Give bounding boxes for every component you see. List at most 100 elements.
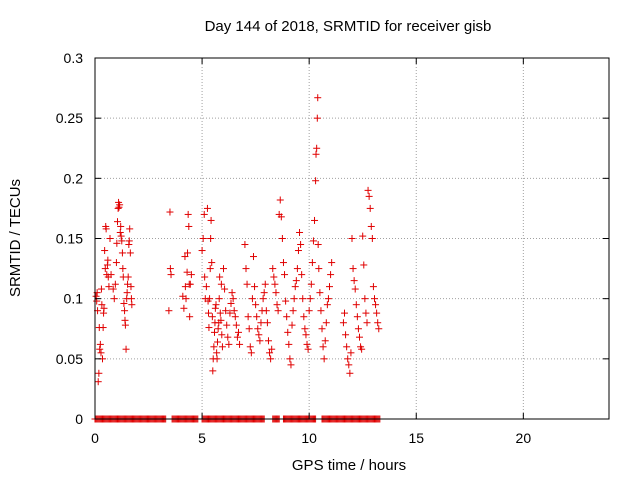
data-point — [354, 325, 362, 333]
data-point — [351, 285, 359, 293]
data-point — [324, 295, 332, 303]
data-point — [96, 340, 104, 348]
data-point — [95, 369, 103, 377]
data-point — [206, 265, 214, 273]
data-point — [203, 204, 211, 212]
data-point — [326, 283, 334, 291]
data-point — [317, 307, 325, 315]
data-point — [302, 331, 310, 339]
data-point — [118, 237, 126, 245]
data-point — [216, 273, 224, 281]
data-point — [243, 280, 251, 288]
data-point — [120, 299, 128, 307]
data-point — [211, 328, 219, 336]
data-points — [91, 94, 384, 423]
data-point — [252, 301, 260, 309]
data-point — [257, 319, 265, 327]
data-point — [271, 280, 279, 288]
data-point — [216, 309, 224, 317]
data-point — [121, 321, 129, 329]
data-point — [127, 295, 135, 303]
data-point — [277, 213, 285, 221]
data-point — [344, 355, 352, 363]
data-point — [166, 265, 174, 273]
data-point — [266, 349, 274, 357]
data-point — [222, 307, 230, 315]
data-point — [273, 301, 281, 309]
data-point — [117, 222, 125, 230]
data-point — [282, 297, 290, 305]
data-point — [101, 265, 109, 273]
data-point — [345, 361, 353, 369]
data-point — [319, 343, 327, 351]
data-point — [301, 325, 309, 333]
data-point — [260, 289, 268, 297]
data-point — [313, 144, 321, 152]
data-point — [358, 345, 366, 353]
data-point — [98, 301, 106, 309]
data-point — [359, 232, 367, 240]
data-point — [270, 273, 278, 281]
data-point — [297, 241, 305, 249]
data-point — [116, 201, 124, 209]
data-point — [107, 271, 115, 279]
data-point — [101, 247, 109, 255]
data-point — [259, 295, 267, 303]
data-point — [116, 228, 124, 236]
data-point — [321, 337, 329, 345]
data-point — [121, 307, 129, 315]
data-point — [375, 325, 383, 333]
data-point — [208, 313, 216, 321]
data-point — [126, 249, 134, 257]
data-point — [202, 283, 210, 291]
data-point — [291, 283, 299, 291]
y-tick-label: 0.15 — [56, 231, 83, 247]
data-point — [198, 247, 206, 255]
data-point — [303, 340, 311, 348]
data-point — [288, 321, 296, 329]
data-point — [346, 369, 354, 377]
data-point — [111, 280, 119, 288]
data-point — [220, 265, 227, 273]
data-point — [323, 301, 331, 309]
data-point — [251, 283, 259, 291]
y-axis-title: SRMTID / TECUs — [7, 179, 24, 297]
data-point — [373, 309, 381, 317]
data-point — [236, 340, 244, 348]
data-point — [112, 259, 120, 267]
data-point — [117, 232, 125, 240]
data-point — [230, 307, 238, 315]
data-point — [313, 114, 321, 122]
data-point — [254, 325, 262, 333]
data-point — [245, 325, 253, 333]
data-point — [312, 150, 320, 158]
data-point — [97, 349, 105, 357]
data-point — [256, 337, 264, 345]
data-point — [241, 241, 249, 249]
data-point — [361, 295, 369, 303]
data-point — [249, 253, 257, 261]
data-point — [122, 345, 130, 353]
y-tick-label: 0.1 — [64, 291, 84, 307]
data-point — [187, 271, 195, 279]
data-point — [113, 239, 121, 247]
data-point — [105, 283, 113, 291]
data-point — [316, 289, 324, 297]
data-point — [217, 316, 225, 324]
data-point — [226, 309, 234, 317]
data-point — [268, 345, 276, 353]
data-point — [186, 313, 194, 321]
data-point — [262, 307, 270, 315]
x-tick-label: 5 — [198, 430, 206, 446]
data-point — [253, 313, 261, 321]
data-point — [342, 331, 350, 339]
data-point — [364, 186, 372, 194]
data-point — [114, 204, 122, 212]
data-point — [353, 313, 361, 321]
data-point — [184, 210, 192, 218]
data-point — [119, 265, 127, 273]
data-point — [283, 313, 291, 321]
data-point — [229, 295, 237, 303]
data-point — [94, 378, 102, 386]
data-point — [210, 343, 218, 351]
